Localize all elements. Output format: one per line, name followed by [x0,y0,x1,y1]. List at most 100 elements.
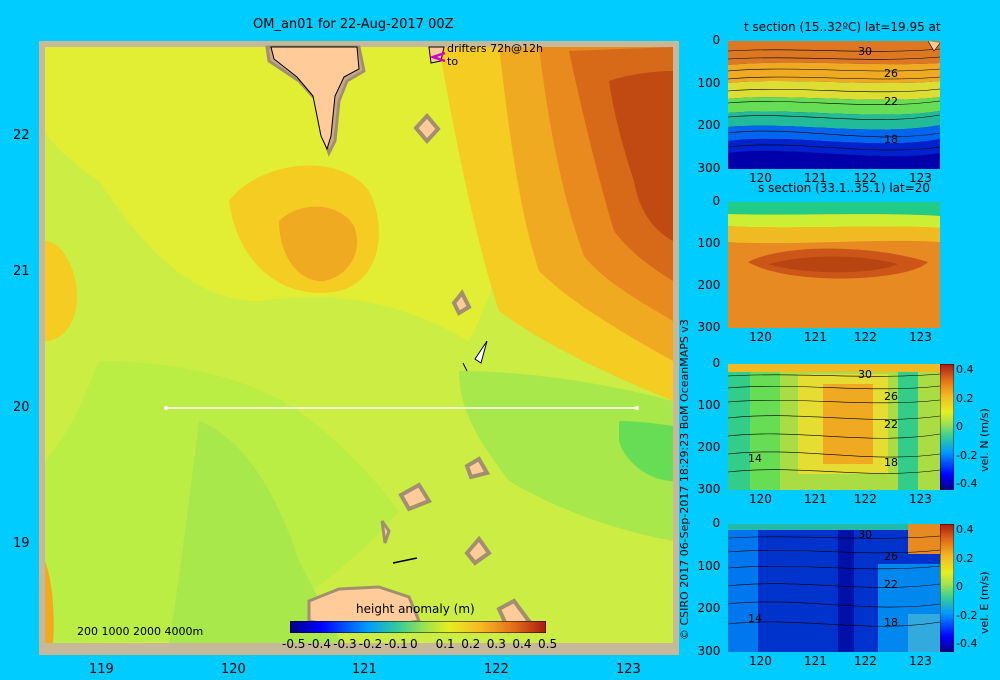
credit-text: © CSIRO 2017 06-Sep-2017 18:29:23 BoM Oc… [678,319,691,640]
section-lon-tick: 122 [854,654,877,668]
colorbar-tick: -0.4 [307,637,332,651]
section-lon-tick: 120 [749,654,772,668]
drifter-arrow-icon [429,51,446,63]
contour-label: 18 [884,456,898,469]
colorbar-title: height anomaly (m) [356,602,475,616]
depth-tick: 200 [697,278,721,292]
depth-tick: 0 [712,33,721,47]
section-lon-tick: 123 [909,654,932,668]
section-lon-tick: 123 [909,492,932,506]
section-lon-tick: 123 [909,171,932,185]
colorbar-tick: 0.1 [435,637,455,651]
t-section-plot [727,40,941,169]
contour-label: 30 [858,368,872,381]
velocity-colorbar-tick: -0.4 [956,637,978,650]
drifters-to-label: to [447,55,458,68]
depth-tick: 200 [697,118,721,133]
contour-label: 14 [748,612,762,625]
height-anomaly-colorbar [290,621,546,633]
depth-tick: 0 [712,356,721,370]
depth-legend: 200 1000 2000 4000m [77,625,203,638]
depth-tick: 300 [697,482,721,496]
s-section-plot [728,202,940,328]
depth-tick: 100 [697,558,721,573]
velocity-colorbar-tick: -0.4 [956,477,978,490]
velocity-colorbar-tick: 0.2 [956,391,974,405]
depth-tick: 300 [697,320,721,334]
height-anomaly-map: drifters 72h@12h to 200 1000 2000 4000m [39,41,679,655]
vel-e-panel [727,524,941,656]
contour-label: 14 [748,452,762,465]
depth-tick: 300 [697,161,721,175]
contour-label: 22 [884,95,898,108]
contour-label: 30 [858,528,872,541]
map-lon-tick: 119 [89,662,114,677]
velocity-colorbar-tick: 0.4 [956,363,974,376]
map-lon-tick: 121 [352,662,377,677]
depth-tick: 200 [697,440,721,454]
colorbar-tick: -0.1 [384,637,408,651]
vel-n-plot [727,364,941,490]
velocity-colorbar-tick: 0.4 [956,523,974,536]
map-lon-tick: 122 [484,662,509,677]
depth-tick: 0 [712,194,721,208]
section-lon-tick: 122 [854,171,877,185]
section-lon-tick: 120 [749,171,772,185]
section-lon-tick: 121 [804,654,827,668]
velocity-colorbar-tick: -0.2 [956,608,978,622]
colorbar-tick: 0.3 [486,637,506,651]
section-lon-tick: 120 [749,492,772,506]
contour-label: 30 [858,45,872,58]
section-lon-tick: 123 [909,330,932,344]
anomaly-field [45,47,673,643]
contour-label: 26 [884,390,898,403]
velocity-colorbar-tick: 0 [956,420,963,433]
contour-label: 26 [884,67,898,80]
velocity-colorbar-label: vel. N (m/s) [978,408,991,472]
map-lon-tick: 123 [616,662,641,677]
section-lon-tick: 122 [854,492,877,506]
depth-tick: 100 [697,75,721,90]
contour-label: 18 [884,133,898,146]
section-lon-tick: 121 [804,171,827,185]
section-lon-tick: 121 [804,492,827,506]
depth-tick: 300 [697,644,721,658]
velocity-colorbar-tick: -0.2 [956,448,978,462]
map-lat-tick: 21 [13,264,30,279]
map-lat-tick: 19 [13,536,30,551]
depth-tick: 200 [697,601,721,616]
map-lon-tick: 120 [221,662,246,677]
contour-label: 22 [884,418,898,431]
vel-e-colorbar [940,524,954,652]
velocity-colorbar-tick: 0 [956,580,963,593]
velocity-colorbar-label: vel. E (m/s) [978,571,991,634]
section-title: t section (15..32ºC) lat=19.95 at [744,20,941,34]
map-lat-tick: 22 [13,128,30,143]
contour-label: 26 [884,550,898,563]
colorbar-tick: 0.5 [538,637,558,651]
velocity-colorbar-tick: 0.2 [956,551,974,565]
s-section-panel [728,202,940,332]
colorbar-tick: 0.4 [512,637,532,651]
map-title: OM_an01 for 22-Aug-2017 00Z [253,17,454,32]
colorbar-tick: 0.2 [461,637,481,651]
section-lon-tick: 122 [854,330,877,344]
section-line [164,406,639,410]
contour-label: 22 [884,578,898,591]
colorbar-tick: -0.2 [358,637,383,651]
vel-n-colorbar [940,364,954,490]
colorbar-tick: 0 [410,637,418,651]
colorbar-tick: -0.3 [333,637,357,651]
depth-tick: 100 [697,398,721,412]
colorbar-tick: -0.5 [282,637,306,651]
depth-tick: 0 [712,516,721,530]
drifters-label: drifters 72h@12h [447,42,543,55]
section-lon-tick: 120 [749,330,772,344]
section-title: s section (33.1..35.1) lat=20 [758,181,931,195]
contour-label: 18 [884,616,898,629]
t-section-panel [727,40,941,173]
section-lon-tick: 121 [804,330,827,344]
vel-e-plot [727,524,941,652]
depth-tick: 100 [697,236,721,250]
map-lat-tick: 20 [13,400,30,415]
